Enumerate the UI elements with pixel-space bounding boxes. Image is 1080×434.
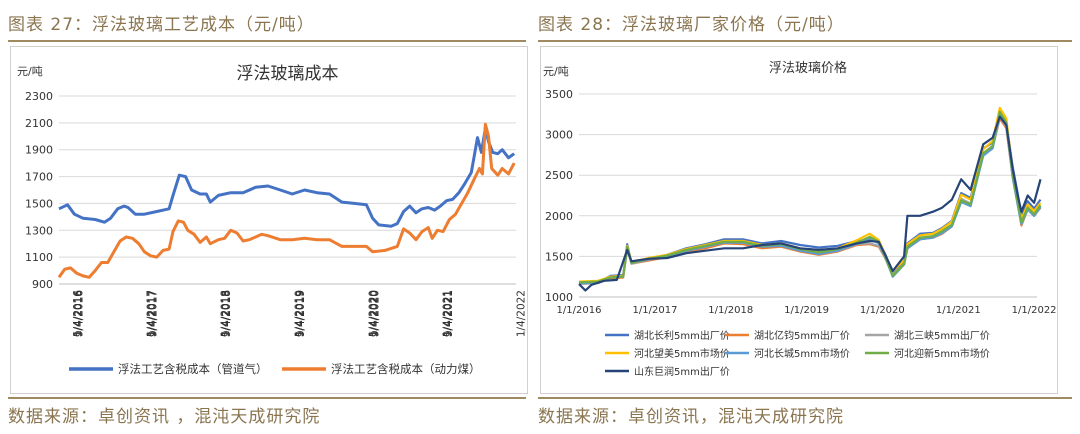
series-line [578,115,1042,292]
y-tick-label: 1500 [545,250,573,263]
x-tick-label: 1/1/2018 [708,305,753,316]
x-tick-label: 1/1/2017 [633,305,678,316]
left-source-note: 数据来源：卓创资讯 ，混沌天成研究院 [8,407,321,427]
y-tick-label: 900 [32,278,53,291]
left-figure-title: 图表 27：浮法玻璃工艺成本（元/吨） [8,15,315,35]
legend: 湖北长利5mm出厂价 湖北亿钧5mm出厂价 湖北三峡5mm出厂价河北望美5mm市场价… [605,329,990,378]
y-axis-unit-label: 元/吨 [17,65,43,78]
legend-label: 湖北长利5mm出厂价 [634,329,730,342]
x-tick-label: 1/4/2020 [368,290,380,337]
x-tick-label: 1/4/2022 [515,290,527,337]
y-tick-label: 2300 [25,90,53,103]
left-chart-panel: 浮法玻璃成本 元/吨 900 1100 1300 1500 1700 1900 2100 2300… [10,46,528,394]
x-tick-label: 1/1/2016 [557,305,602,316]
x-tick-label: 5/4/2020 [368,290,380,337]
x-tick-label: 1/4/2018 [220,290,232,337]
legend-label: 山东巨润5mm出厂价 [634,365,730,378]
chart-title: 浮法玻璃成本 [237,64,339,84]
x-tick-label: 9/4/2019 [295,290,307,337]
series-lines [578,106,1042,292]
x-tick-label: 9/4/2021 [443,290,455,337]
x-axis: 1/1/2016 1/1/2017 1/1/2018 1/1/2019 1/1/2020… [557,296,1057,316]
y-tick-label: 1500 [25,197,53,210]
x-tick-label: 5/4/2019 [294,290,306,337]
y-tick-label: 1000 [545,291,573,304]
right-figure-title: 图表 28：浮法玻璃厂家价格（元/吨） [538,15,845,35]
series-line [58,126,516,228]
right-chart: 浮法玻璃价格 元/吨 1000 1500 2000 2500 3000 3500 1/1/201… [543,60,1057,378]
x-tick-label: 5/4/2017 [147,290,159,337]
series-line [57,122,516,279]
legend-label: 河北长城5mm市场价 [754,347,850,360]
legend-label: 湖北亿钧5mm出厂价 [754,329,850,342]
right-title-rule [538,40,1072,42]
y-axis: 900 1100 1300 1500 1700 1900 2100 2300 [25,90,516,291]
x-tick-label: 9/4/2018 [221,290,233,337]
x-tick-label: 1/1/2022 [1012,305,1057,316]
y-tick-label: 3000 [545,129,573,142]
chart-title: 浮法玻璃价格 [769,60,847,76]
left-title-rule [8,40,526,42]
x-tick-label: 1/1/2020 [860,305,905,316]
x-tick-label: 9/4/2020 [369,290,381,337]
right-bottom-rule [538,397,1072,399]
x-tick-label: 9/4/2016 [73,290,85,337]
x-tick-label: 5/4/2021 [442,290,454,337]
y-tick-label: 2100 [25,117,53,130]
x-tick-label: 5/4/2016 [73,290,85,337]
legend-label: 湖北三峡5mm出厂价 [894,329,990,342]
y-tick-label: 1300 [25,224,53,237]
y-tick-label: 1900 [25,144,53,157]
y-tick-label: 3500 [545,88,573,101]
y-axis-unit-label: 元/吨 [543,65,569,78]
legend: 浮法工艺含税成本（管道气） 浮法工艺含税成本（动力煤） [69,362,481,376]
right-chart-panel: 浮法玻璃价格 元/吨 1000 1500 2000 2500 3000 3500 1/1/201… [540,46,1058,394]
left-chart: 浮法玻璃成本 元/吨 900 1100 1300 1500 1700 1900 2100 2300… [17,64,527,376]
x-tick-label: 1/1/2019 [784,305,829,316]
x-tick-label: 1/4/2021 [442,290,454,337]
series-lines [57,122,516,279]
right-source-note: 数据来源：卓创资讯，混沌天成研究院 [538,407,844,427]
y-tick-label: 1700 [25,171,53,184]
legend-label: 浮法工艺含税成本（动力煤） [331,362,481,376]
x-tick-label: 1/4/2017 [146,290,158,337]
legend-label: 浮法工艺含税成本（管道气） [118,362,268,376]
series-line [578,106,1042,283]
left-bottom-rule [8,397,526,399]
x-tick-label: 1/1/2021 [936,305,981,316]
legend-label: 河北迎新5mm市场价 [894,347,990,360]
y-tick-label: 1100 [25,251,53,264]
x-tick-label: 9/4/2017 [147,290,159,337]
y-tick-label: 2500 [545,169,573,182]
x-tick-label: 1/4/2019 [294,290,306,337]
x-tick-label: 5/4/2018 [220,290,232,337]
x-tick-label: 1/4/2016 [72,290,84,337]
y-tick-label: 2000 [545,210,573,223]
legend-label: 河北望美5mm市场价 [634,347,730,360]
